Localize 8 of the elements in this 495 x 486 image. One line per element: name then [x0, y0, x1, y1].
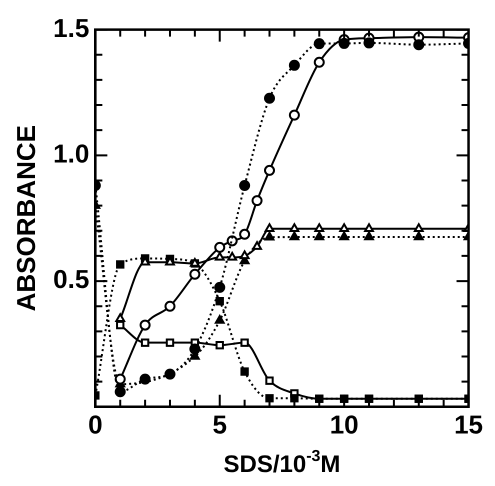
x-tick-label: 10 [330, 410, 359, 440]
y-tick-label: 1.5 [53, 12, 90, 43]
y-tick-label: 1.0 [53, 138, 90, 169]
y-axis-title: ABSORBANCE [10, 125, 41, 312]
y-tick-label: 0.5 [53, 264, 90, 294]
x-tick-label: 0 [88, 410, 103, 440]
x-tick-label: 15 [454, 410, 483, 440]
x-tick-label: 5 [212, 410, 227, 440]
